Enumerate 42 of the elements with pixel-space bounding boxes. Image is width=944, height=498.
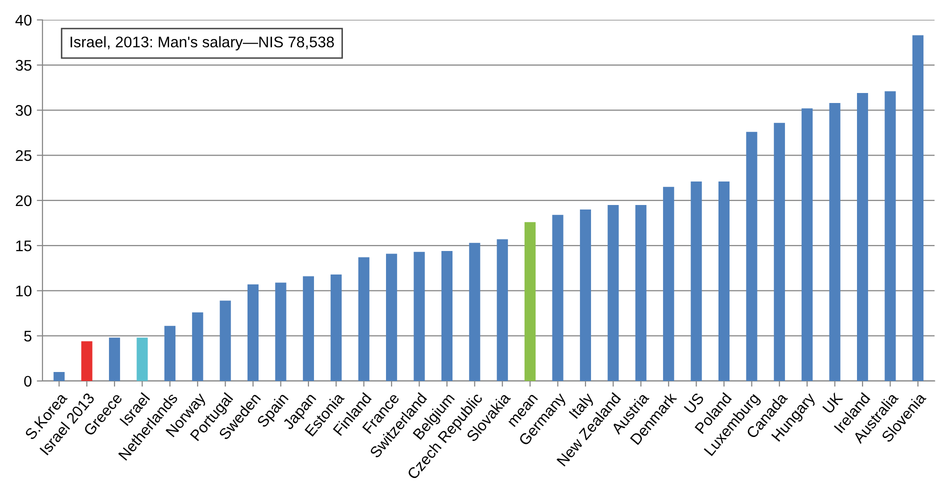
bar: [663, 186, 674, 381]
bar: [441, 250, 453, 381]
bar: [414, 252, 425, 381]
annotation: Israel, 2013: Man's salary—NIS 78,538: [70, 36, 334, 50]
bar: [275, 282, 286, 381]
bar: [580, 209, 592, 381]
bar: [469, 242, 480, 381]
bar: [802, 108, 813, 381]
y-tick-label: 15: [16, 240, 32, 252]
bar: [496, 239, 508, 381]
y-tick-label: 10: [16, 286, 32, 296]
bar: [386, 254, 398, 381]
y-tick-label: 20: [16, 195, 32, 206]
bar: [884, 91, 896, 381]
y-tick-label: 25: [16, 150, 32, 161]
bar: [81, 341, 92, 381]
bar: [690, 181, 702, 381]
bar: [524, 222, 536, 381]
bar: [192, 312, 204, 381]
bar: [164, 326, 176, 381]
bar: [718, 181, 730, 381]
bar: [635, 204, 646, 381]
bar: [302, 276, 314, 381]
bar: [330, 274, 342, 381]
y-tick-label: 35: [16, 60, 32, 71]
bar: [220, 300, 231, 381]
bar: [912, 35, 924, 381]
bar: [54, 372, 65, 381]
bar: [774, 122, 785, 381]
bar: [247, 284, 259, 381]
y-tick-label: 5: [24, 330, 32, 342]
bar: [136, 338, 148, 381]
y-tick-label: 30: [16, 105, 32, 116]
bar: [552, 214, 564, 381]
bar: [856, 93, 868, 381]
bar: [608, 204, 619, 381]
bar: [108, 338, 120, 381]
bar: [746, 132, 758, 381]
y-tick-label: 40: [15, 14, 32, 26]
bar: [829, 102, 840, 381]
bar: [358, 257, 370, 381]
y-tick-label: 0: [24, 376, 32, 387]
